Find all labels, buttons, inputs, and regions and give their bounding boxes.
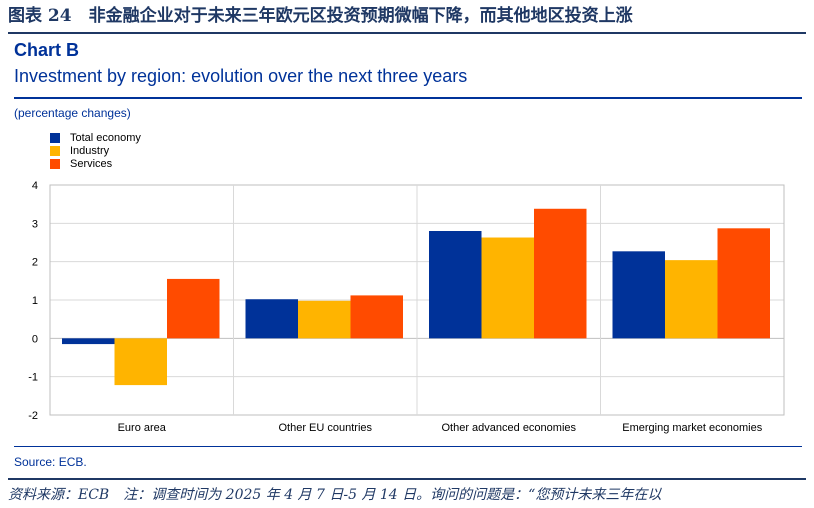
bar-services bbox=[534, 208, 587, 339]
chart-title: Investment by region: evolution over the… bbox=[14, 66, 468, 86]
bar-industry bbox=[114, 338, 167, 386]
legend-item-total: Total economy bbox=[50, 131, 141, 144]
bar-services bbox=[167, 278, 220, 339]
legend-label-services: Services bbox=[70, 157, 113, 170]
bar-total-economy bbox=[612, 251, 665, 339]
bar-chart: 4 3 2 1 0 -1 -2 Euro area Other EU countries Othe… bbox=[28, 180, 785, 434]
bar-services bbox=[717, 228, 770, 339]
bar-services bbox=[350, 295, 403, 339]
x-tick-label: Euro area bbox=[118, 422, 167, 434]
legend-swatch-industry bbox=[50, 145, 60, 156]
bar-total-economy bbox=[245, 299, 298, 339]
y-tick-label: 0 bbox=[32, 333, 38, 345]
bar-industry bbox=[665, 260, 718, 339]
y-tick-label: -2 bbox=[28, 410, 38, 422]
legend: Total economy Industry Services bbox=[50, 131, 141, 170]
bar-industry bbox=[481, 237, 534, 339]
legend-swatch-total bbox=[50, 132, 60, 143]
source-rule bbox=[14, 446, 802, 447]
x-tick-label: Emerging market economies bbox=[622, 422, 763, 434]
legend-item-services: Services bbox=[50, 157, 141, 170]
legend-label-total: Total economy bbox=[70, 131, 141, 144]
y-tick-label: 1 bbox=[32, 295, 38, 307]
top-rule bbox=[8, 32, 806, 34]
legend-label-industry: Industry bbox=[70, 144, 110, 157]
legend-item-industry: Industry bbox=[50, 144, 141, 157]
bottom-rule bbox=[8, 478, 806, 480]
y-axis-units: (percentage changes) bbox=[14, 106, 131, 120]
figure-title: 图表 24 非金融企业对于未来三年欧元区投资预期微幅下降，而其他地区投资上涨 bbox=[8, 6, 633, 26]
x-tick-label: Other EU countries bbox=[278, 422, 372, 434]
y-tick-label: 4 bbox=[32, 180, 38, 192]
bar-industry bbox=[298, 300, 351, 339]
source-note: Source: ECB. bbox=[14, 455, 87, 469]
y-tick-label: 3 bbox=[32, 218, 38, 230]
legend-swatch-services bbox=[50, 158, 60, 169]
bar-total-economy bbox=[62, 338, 115, 345]
chart-label: Chart B bbox=[14, 40, 80, 60]
y-tick-label: 2 bbox=[32, 257, 38, 269]
title-rule bbox=[14, 97, 802, 99]
y-tick-label: -1 bbox=[28, 372, 38, 384]
footer-note: 资料来源：ECB 注：调查时间为 2025 年 4 月 7 日-5 月 14 日… bbox=[8, 487, 662, 503]
x-tick-label: Other advanced economies bbox=[441, 422, 576, 434]
bar-total-economy bbox=[429, 231, 482, 339]
